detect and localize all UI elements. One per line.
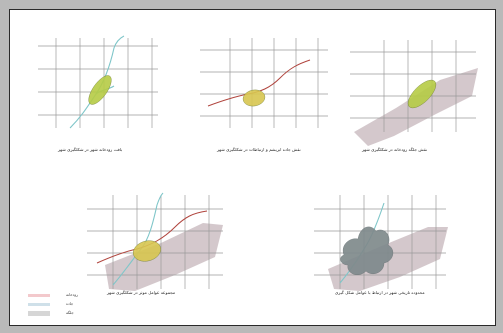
stream-line bbox=[69, 35, 125, 129]
diagram-river-pattern-graphic bbox=[38, 35, 158, 129]
diagram-river-plain bbox=[340, 36, 480, 146]
city-core-area bbox=[407, 79, 437, 109]
diagram-caption: مجموعه عوامل موثر در شکلگیری شهر bbox=[107, 290, 176, 295]
road-line bbox=[96, 210, 208, 264]
diagram-historic-core-graphic bbox=[314, 195, 448, 291]
legend-stream-swatch bbox=[28, 294, 50, 297]
legend-plain-swatch bbox=[28, 311, 50, 316]
stream-line bbox=[112, 192, 164, 286]
river-plain-zone bbox=[105, 223, 223, 291]
legend-item: رودخانه bbox=[28, 292, 88, 299]
diagram-caption: بافت رودخانه شهر در شکلگیری شهر bbox=[58, 147, 123, 152]
drawing-sheet: بافت رودخانه شهر در شکلگیری شهر نقش جاده… bbox=[9, 9, 496, 326]
legend-item: جاده bbox=[28, 301, 88, 308]
historic-core-area bbox=[340, 226, 394, 275]
city-core-area bbox=[88, 75, 112, 105]
diagram-silk-road bbox=[190, 36, 330, 136]
diagram-silk-road-graphic bbox=[200, 38, 328, 128]
city-core-area bbox=[133, 240, 161, 262]
diagram-river-pattern bbox=[30, 35, 160, 136]
diagram-caption: نقش جلگه رودخانه در شکلگیری شهر bbox=[362, 147, 428, 152]
legend: رودخانه جاده جلگه bbox=[28, 292, 88, 322]
city-core-area bbox=[242, 89, 266, 107]
diagram-combined-factors bbox=[75, 192, 225, 293]
diagram-river-plain-graphic bbox=[350, 40, 478, 146]
legend-item: جلگه bbox=[28, 310, 88, 317]
diagram-caption: نقش جاده ابریشم و ارتباطات در شکلگیری شه… bbox=[217, 147, 301, 152]
diagram-combined-factors-graphic bbox=[87, 192, 223, 291]
legend-road-swatch bbox=[28, 303, 50, 306]
road-line bbox=[207, 59, 311, 107]
diagram-historic-core bbox=[300, 193, 450, 293]
diagram-caption: محدوده تاریخی شهر در ارتباط با عوامل شکل… bbox=[335, 290, 425, 295]
